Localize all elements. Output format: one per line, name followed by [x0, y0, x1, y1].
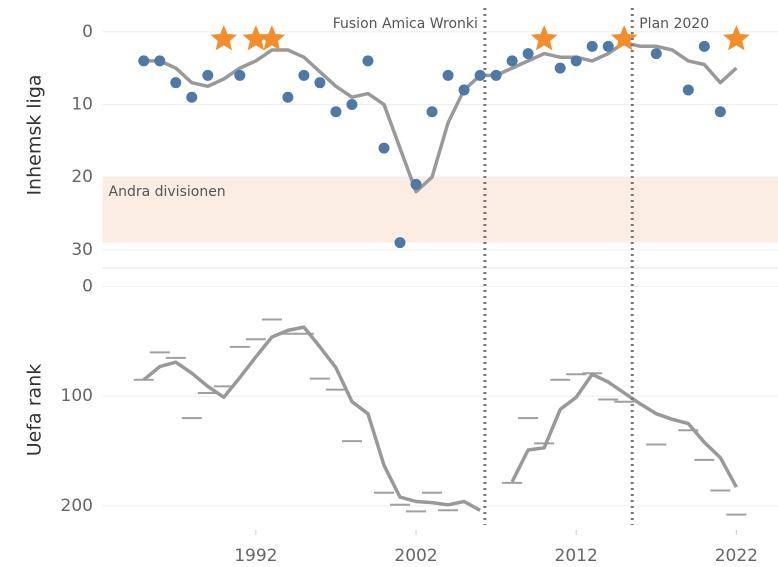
dot [202, 69, 214, 81]
dot [426, 106, 438, 118]
dot [554, 62, 566, 74]
y-axis-label: Uefa rank [24, 364, 46, 456]
dot [698, 40, 710, 52]
y-tick-label: 0 [82, 277, 93, 297]
star [242, 25, 270, 51]
dot [186, 91, 198, 103]
dot [650, 48, 662, 60]
y-axis-label: Inhemsk liga [24, 74, 46, 195]
dot [682, 84, 694, 96]
y-tick-label: 30 [71, 240, 93, 260]
x-tick-label: 2002 [394, 546, 437, 566]
band [102, 177, 778, 243]
star [258, 25, 286, 51]
dot [410, 178, 422, 190]
star [210, 25, 238, 51]
annotation: Fusion Amica Wronki [333, 16, 478, 32]
y-tick-label: 0 [82, 22, 93, 42]
dot [458, 84, 470, 96]
dot [522, 48, 534, 60]
trend-line [143, 40, 738, 194]
dot [490, 69, 502, 81]
trend-line [142, 325, 481, 512]
dot [506, 55, 518, 67]
dot [314, 77, 326, 89]
star [723, 25, 750, 51]
band-label: Andra divisionen [109, 184, 226, 200]
dot [570, 55, 582, 67]
annotation: Plan 2020 [639, 16, 709, 32]
trend-line [510, 372, 738, 489]
dot [362, 55, 374, 67]
dot [138, 55, 150, 67]
y-tick-label: 20 [71, 167, 93, 187]
dot [442, 69, 454, 81]
y-tick-label: 100 [61, 386, 93, 406]
x-tick-label: 1992 [234, 546, 277, 566]
dot [330, 106, 342, 118]
dot [234, 69, 246, 81]
x-tick-label: 2022 [715, 546, 758, 566]
dot [346, 98, 358, 110]
dot [154, 55, 166, 67]
dot [170, 77, 182, 89]
dot [394, 237, 406, 249]
dot [378, 142, 390, 154]
star [610, 25, 638, 51]
star [530, 25, 558, 51]
dot [282, 91, 294, 103]
dot [474, 69, 486, 81]
y-tick-label: 10 [71, 94, 93, 114]
x-tick-label: 2012 [555, 546, 598, 566]
dot [586, 40, 598, 52]
dot [298, 69, 310, 81]
dot [714, 106, 726, 118]
dot [602, 40, 614, 52]
y-tick-label: 200 [61, 496, 93, 516]
